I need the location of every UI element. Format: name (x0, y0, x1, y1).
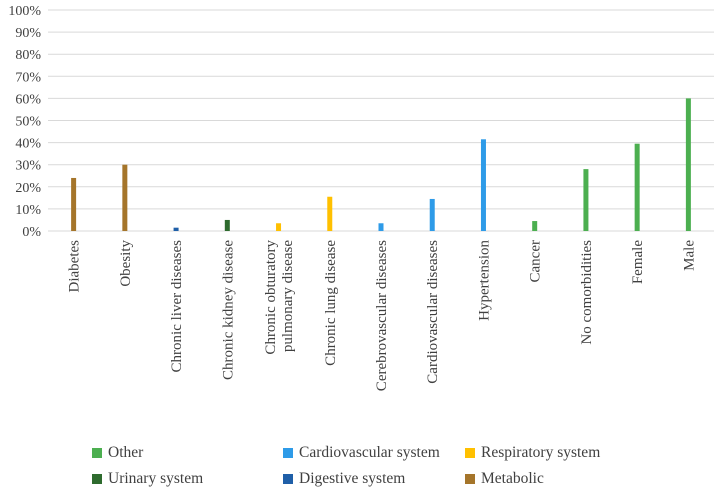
legend-swatch (283, 448, 293, 458)
x-tick-label: Cancer (528, 240, 544, 282)
x-tick-label: Chronic liver diseases (169, 240, 185, 373)
bar (224, 219, 230, 231)
bar (532, 221, 538, 231)
bar (583, 169, 589, 231)
y-tick-label: 90% (15, 26, 41, 41)
legend-swatch (465, 448, 475, 458)
x-tick-label: Chronic obturatorypulmonary disease (263, 240, 296, 355)
y-tick-label: 50% (15, 115, 41, 130)
y-tick-label: 0% (22, 225, 41, 240)
bars (71, 98, 691, 232)
y-tick-label: 40% (15, 137, 41, 152)
legend-label: Other (108, 444, 144, 461)
legend-swatch (92, 448, 102, 458)
x-tick-label: Diabetes (67, 240, 83, 293)
y-axis-ticks: 0% 10% 20% 30% 40% 50% 60% 70% 80% 90% 100% (8, 4, 41, 240)
bar (634, 143, 640, 231)
legend-item: Respiratory system (465, 444, 600, 462)
x-tick-label: Male (681, 240, 697, 271)
legend-label: Urinary system (108, 470, 204, 487)
legend-label: Metabolic (481, 470, 544, 487)
x-tick-label: Cardiovascular diseases (425, 240, 441, 384)
x-axis-labels: Diabetes Obesity Chronic liver diseases Chr… (67, 240, 698, 392)
legend-item: Metabolic (465, 470, 544, 488)
x-tick-label: Obesity (118, 240, 134, 287)
legend-label: Digestive system (299, 470, 406, 487)
legend-item: Cardiovascular system (283, 444, 440, 462)
y-tick-label: 100% (8, 4, 41, 19)
legend: Other Cardiovascular system Respiratory sy… (0, 436, 726, 496)
bar (327, 196, 333, 231)
y-tick-label: 80% (15, 48, 41, 63)
x-tick-label: Female (630, 240, 646, 284)
legend-swatch (283, 474, 293, 484)
bar (685, 98, 691, 232)
legend-label: Respiratory system (481, 444, 601, 461)
bar (378, 223, 384, 231)
y-tick-label: 20% (15, 181, 41, 196)
bar (480, 139, 486, 231)
x-tick-label: No comorbidities (579, 240, 595, 345)
x-tick-label: Hypertension (476, 240, 492, 321)
y-tick-label: 10% (15, 203, 41, 218)
x-tick-label: Cerebrovascular diseases (374, 240, 390, 391)
legend-item: Other (92, 444, 143, 462)
bar (429, 198, 435, 231)
y-tick-label: 70% (15, 70, 41, 85)
legend-swatch (92, 474, 102, 484)
bar-chart: 0% 10% 20% 30% 40% 50% 60% 70% 80% 90% 100% Diabet… (8, 4, 714, 392)
bar (71, 177, 77, 231)
gridlines (48, 9, 714, 232)
bar (173, 227, 179, 231)
legend-label: Cardiovascular system (299, 444, 440, 461)
legend-item: Digestive system (283, 470, 405, 488)
x-tick-label: Chronic kidney disease (220, 240, 236, 380)
y-tick-label: 60% (15, 92, 41, 107)
bar (276, 223, 282, 231)
x-tick-label: Chronic lung disease (323, 240, 339, 366)
bar (122, 164, 128, 231)
legend-swatch (465, 474, 475, 484)
legend-item: Urinary system (92, 470, 203, 488)
y-tick-label: 30% (15, 159, 41, 174)
